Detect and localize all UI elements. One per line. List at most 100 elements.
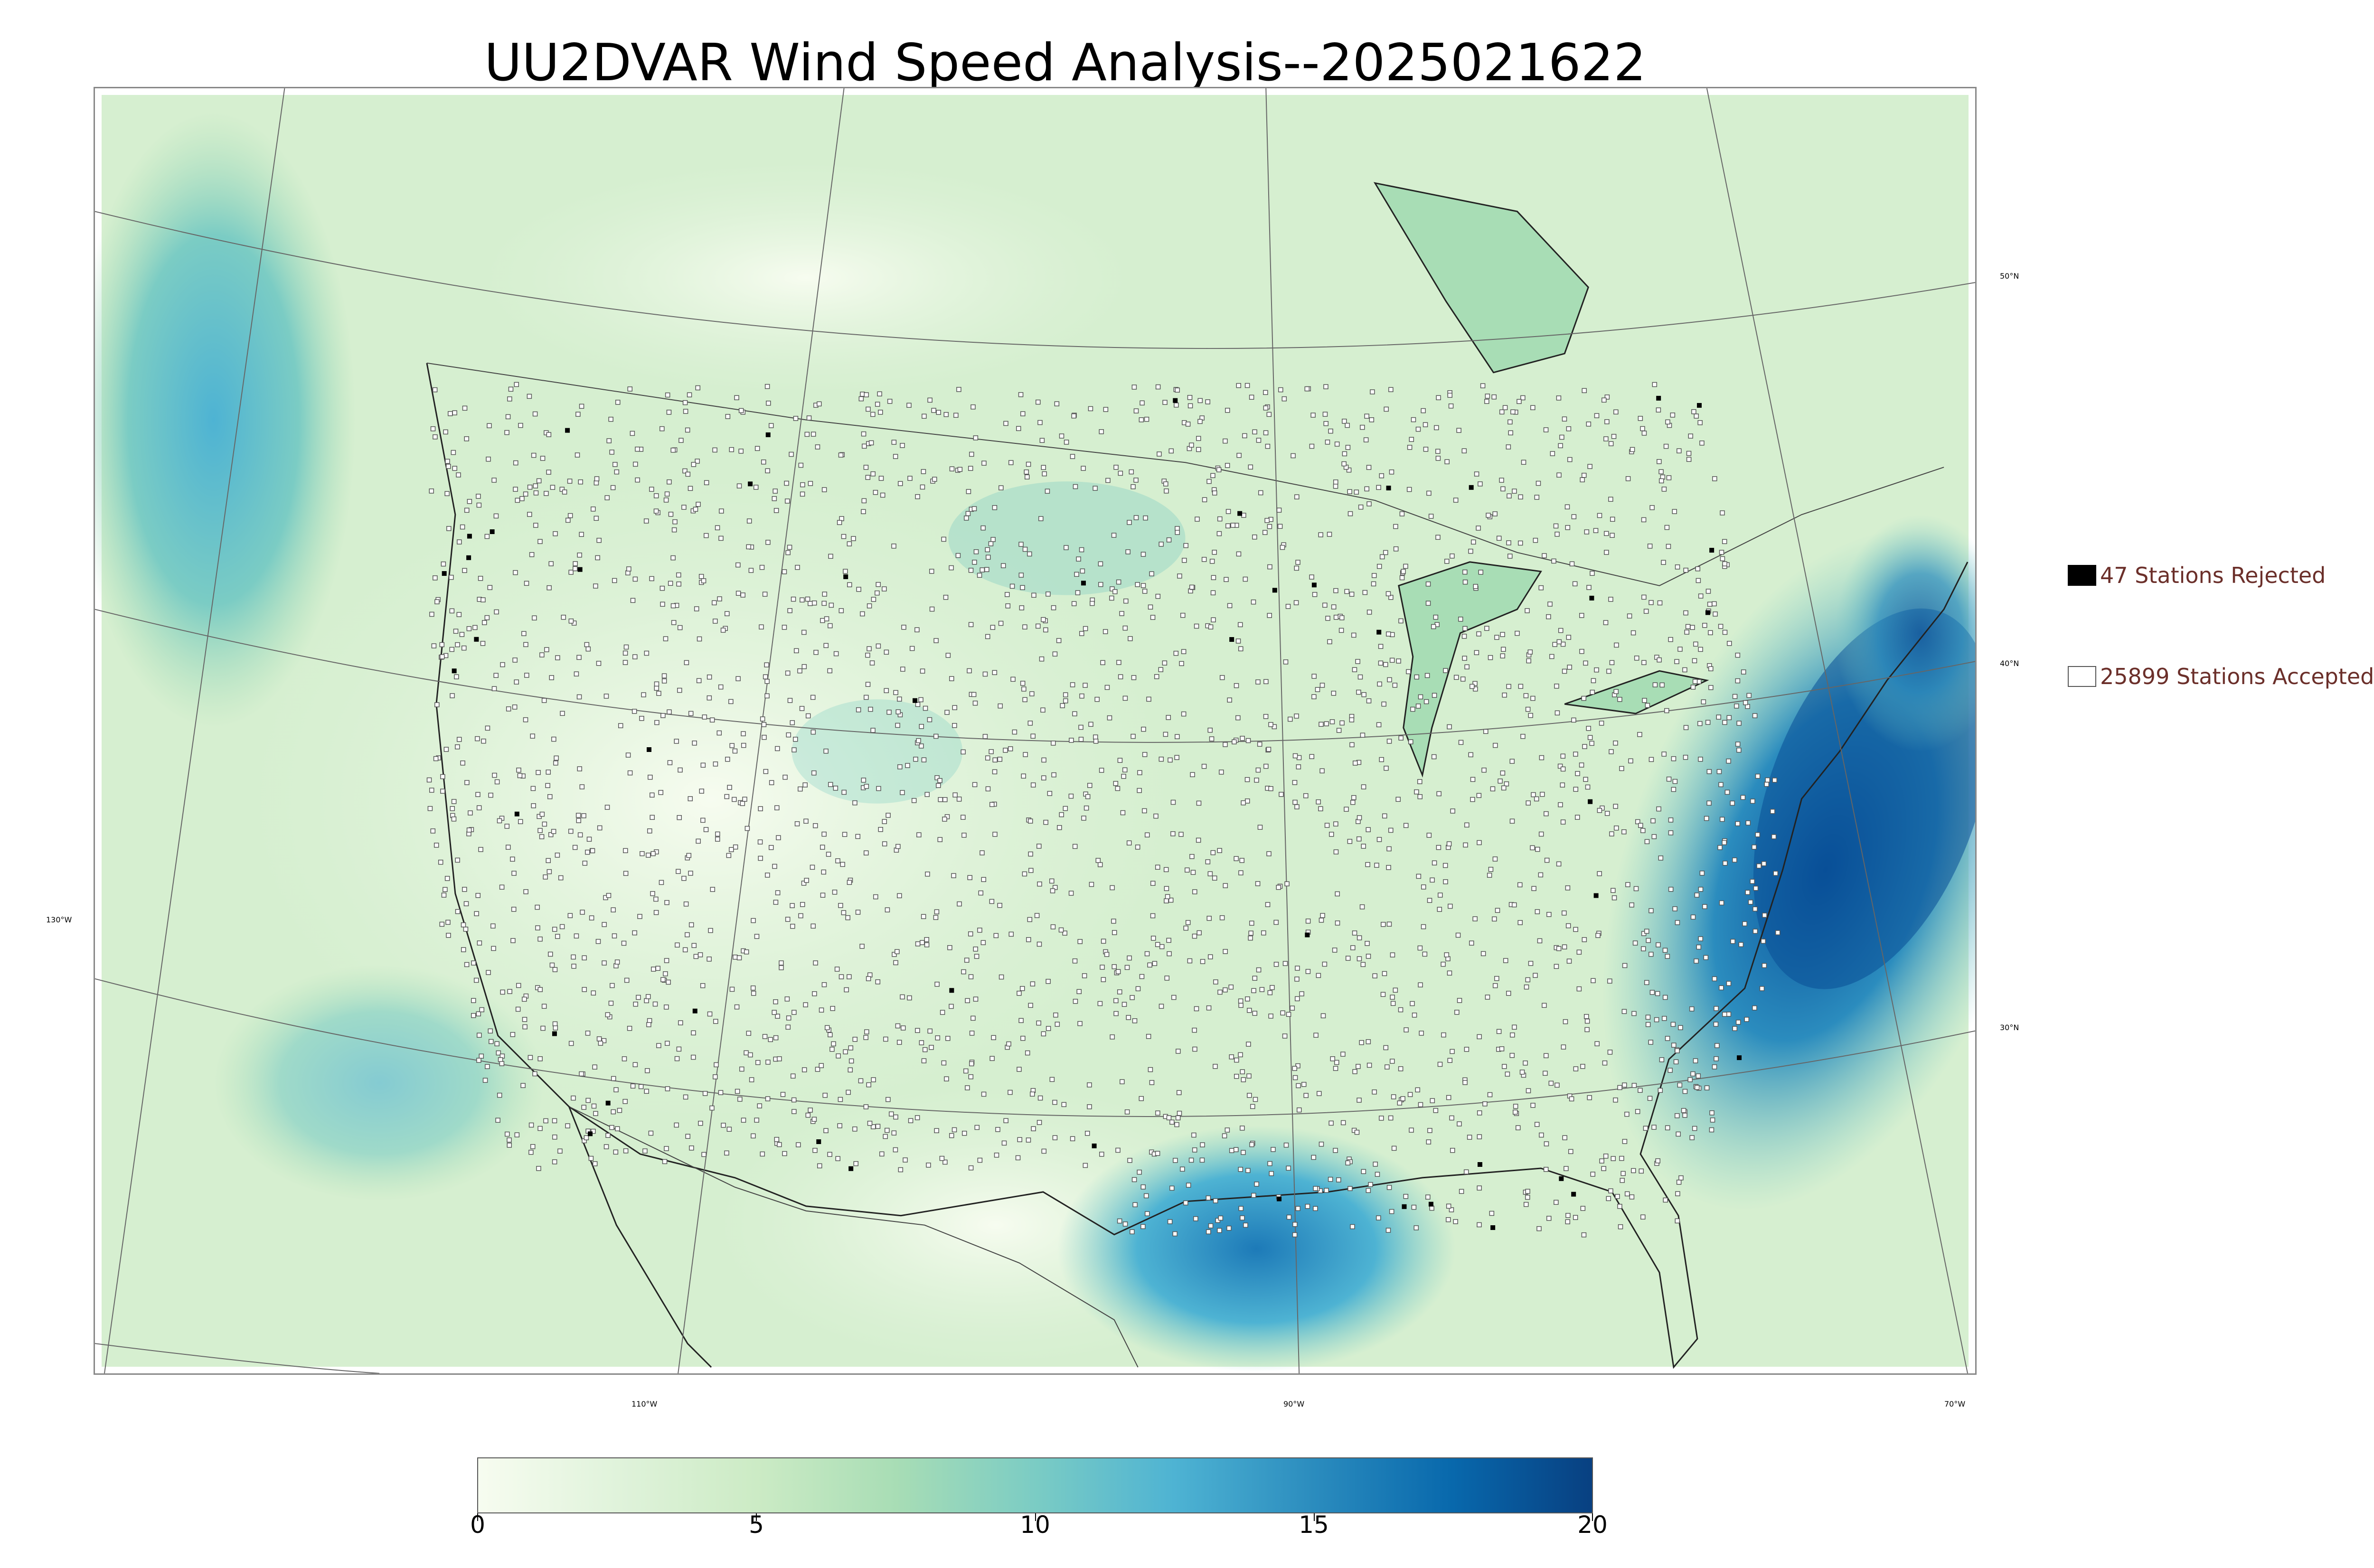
station-accepted-marker [1164,488,1169,494]
station-accepted-marker [1037,420,1043,425]
station-accepted-marker [1229,1054,1234,1060]
station-accepted-marker [1212,550,1217,555]
station-accepted-marker [701,578,707,583]
station-accepted-marker [908,1118,914,1123]
station-accepted-marker [992,757,998,763]
station-accepted-marker [516,983,521,988]
station-accepted-marker [1131,675,1137,680]
station-accepted-marker [786,732,791,738]
station-accepted-marker [1276,884,1281,890]
station-accepted-marker [728,699,734,704]
station-accepted-marker [1244,798,1250,804]
station-accepted-marker [772,864,777,869]
station-accepted-marker [927,1028,933,1034]
station-accepted-marker [746,518,752,524]
station-accepted-marker [1485,995,1490,1000]
station-accepted-marker [1051,772,1056,778]
station-accepted-marker [691,462,697,467]
station-accepted-marker [1297,1107,1302,1113]
station-accepted-marker [1169,1185,1175,1191]
station-accepted-marker [827,1152,832,1157]
station-accepted-marker [810,864,815,870]
station-accepted-marker [1609,660,1615,666]
station-accepted-marker [870,728,876,733]
station-accepted-marker [1677,448,1682,453]
station-accepted-marker [1193,1216,1198,1221]
station-accepted-marker [1210,850,1216,855]
station-accepted-marker [1350,1224,1355,1230]
station-accepted-marker [622,660,628,665]
station-accepted-marker [573,561,578,566]
station-accepted-marker [1391,1094,1396,1099]
station-accepted-marker [995,1127,1000,1132]
station-accepted-marker [1649,505,1655,510]
station-accepted-marker [1491,394,1497,400]
station-accepted-marker [1530,1103,1536,1108]
station-accepted-marker [1051,605,1056,610]
station-accepted-marker [1126,840,1132,845]
station-accepted-marker [1668,830,1674,836]
station-accepted-marker [609,1125,614,1130]
station-accepted-marker [994,1152,999,1158]
station-accepted-marker [1558,443,1563,449]
station-accepted-marker [861,778,867,783]
station-accepted-marker [1750,798,1755,804]
station-accepted-marker [880,492,886,498]
station-accepted-marker [474,977,479,983]
lon-label-110w: 110°W [631,1399,658,1408]
station-accepted-marker [1675,1048,1680,1053]
station-accepted-marker [1478,481,1483,487]
station-accepted-marker [719,508,724,514]
stations-rejected [442,395,1742,1230]
station-accepted-marker [593,1111,598,1116]
station-accepted-marker [936,783,941,788]
map-panel[interactable] [94,87,1977,1375]
station-accepted-marker [1714,1056,1719,1061]
station-accepted-marker [646,1022,651,1027]
station-accepted-marker [1464,1047,1470,1052]
station-accepted-marker [786,1015,791,1021]
station-accepted-marker [1447,970,1452,976]
station-accepted-marker [1060,703,1065,708]
station-accepted-marker [1340,1052,1346,1057]
station-accepted-marker [1401,569,1406,574]
station-accepted-marker [450,806,455,811]
station-accepted-marker [1431,624,1436,629]
station-accepted-marker [432,387,438,393]
station-accepted-marker [933,915,939,920]
station-accepted-marker [1490,786,1496,791]
station-accepted-marker [751,991,756,996]
station-accepted-marker [552,1159,557,1164]
station-accepted-marker [1579,613,1584,618]
station-accepted-marker [1036,1020,1041,1026]
station-accepted-marker [1726,715,1732,720]
station-accepted-marker [1569,561,1575,567]
station-accepted-marker [715,836,720,842]
station-accepted-marker [864,784,869,789]
station-accepted-marker [1464,822,1470,828]
station-accepted-marker [885,1127,890,1133]
station-accepted-marker [1320,913,1325,918]
station-accepted-marker [664,491,670,497]
station-accepted-marker [851,536,856,541]
station-accepted-marker [614,469,620,475]
station-accepted-marker [1506,684,1511,689]
station-accepted-marker [1675,920,1680,925]
station-accepted-marker [591,506,596,512]
station-accepted-marker [1121,774,1126,779]
station-accepted-marker [981,460,987,466]
station-accepted-marker [773,900,779,905]
station-accepted-marker [844,987,849,993]
station-accepted-marker [1424,673,1430,678]
station-accepted-marker [1583,660,1588,666]
station-accepted-marker [1735,742,1741,747]
station-accepted-marker [847,880,852,885]
station-accepted-marker [1041,775,1046,780]
station-accepted-marker [1690,914,1696,920]
station-accepted-marker [644,1089,649,1094]
station-accepted-marker [687,392,692,398]
station-rejected-marker [692,1008,697,1014]
station-accepted-marker [1558,802,1563,807]
station-accepted-marker [1217,1228,1222,1233]
station-accepted-marker [1713,1022,1719,1027]
